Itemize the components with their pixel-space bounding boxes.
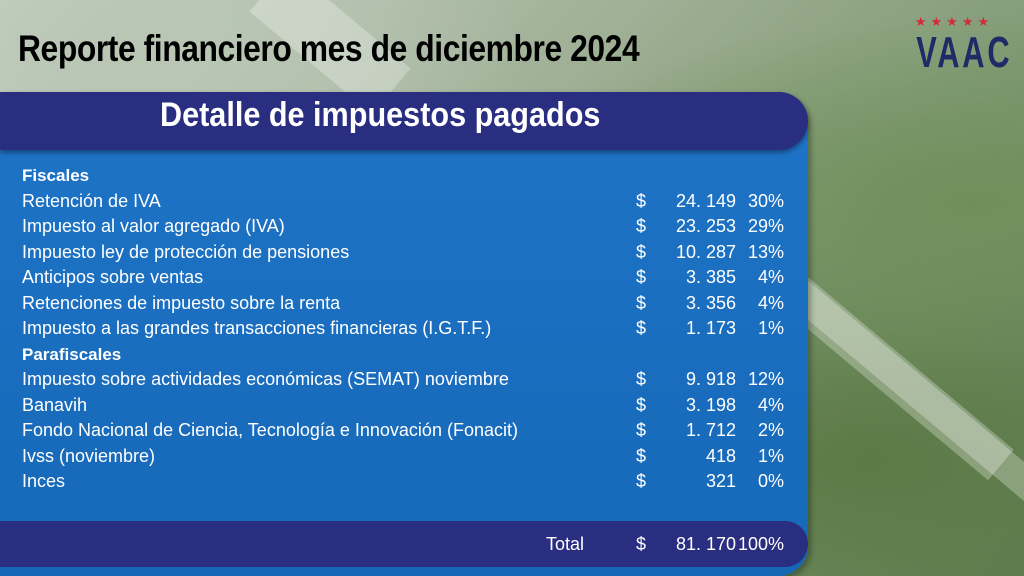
row-currency: $ [636, 267, 647, 287]
row-label: Fondo Nacional de Ciencia, Tecnología e … [22, 420, 518, 440]
table-row: Impuesto ley de protección de pensiones … [22, 240, 792, 266]
row-amount: 3. 385 [685, 267, 736, 287]
row-amount: 23. 253 [675, 216, 736, 236]
total-row: Total $ 81. 170 100% [22, 530, 792, 558]
row-label: Ivss (noviembre) [22, 445, 156, 466]
row-currency: $ [636, 216, 647, 236]
total-amount: 81. 170 [675, 534, 736, 554]
row-label: Impuesto ley de protección de pensiones [22, 241, 350, 262]
row-amount: 321 [705, 471, 736, 491]
row-amount: 24. 149 [675, 190, 736, 211]
row-currency: $ [636, 420, 647, 440]
table-row: Anticipos sobre ventas $ 3. 385 4% [22, 265, 792, 291]
row-currency: $ [636, 471, 647, 491]
total-label: Total [546, 534, 585, 554]
row-amount: 1. 173 [685, 318, 736, 338]
row-currency: $ [636, 241, 647, 262]
row-percent: 4% [757, 292, 784, 313]
row-amount: 9. 918 [685, 369, 736, 389]
total-currency: $ [636, 534, 647, 554]
row-currency: $ [636, 318, 647, 338]
row-label: Inces [22, 471, 66, 491]
row-percent: 13% [747, 241, 784, 262]
table-row: Impuesto sobre actividades económicas (S… [22, 367, 792, 393]
row-label: Impuesto al valor agregado (IVA) [22, 216, 285, 236]
subtitle-banner [0, 92, 808, 150]
logo-text: VAAC [916, 28, 1013, 77]
row-label: Retenciones de impuesto sobre la renta [22, 292, 341, 313]
row-percent: 0% [757, 471, 784, 491]
row-amount: 3. 198 [685, 394, 736, 415]
row-percent: 29% [747, 216, 784, 236]
row-currency: $ [636, 445, 647, 466]
row-amount: 418 [705, 445, 736, 466]
row-currency: $ [636, 190, 647, 211]
row-percent: 2% [757, 420, 784, 440]
total-banner [0, 521, 808, 567]
table-row: Impuesto al valor agregado (IVA) $ 23. 2… [22, 214, 792, 240]
row-amount: 1. 712 [685, 420, 736, 440]
row-currency: $ [636, 292, 647, 313]
row-currency: $ [636, 369, 647, 389]
row-amount: 3. 356 [685, 292, 736, 313]
row-percent: 1% [757, 318, 784, 338]
row-label: Impuesto sobre actividades económicas (S… [22, 369, 509, 389]
company-logo: ★★★★★ VAAC [900, 14, 1013, 77]
row-label: Impuesto a las grandes transacciones fin… [22, 318, 492, 338]
table-row: Fondo Nacional de Ciencia, Tecnología e … [22, 418, 792, 444]
table-row: Retenciones de impuesto sobre la renta $… [22, 291, 792, 317]
tax-table: Fiscales Retención de IVA $ 24. 149 30% … [22, 163, 792, 495]
row-amount: 10. 287 [675, 241, 736, 262]
row-percent: 1% [757, 445, 784, 466]
row-label: Anticipos sobre ventas [22, 267, 204, 287]
section-header-fiscales: Fiscales [22, 166, 90, 185]
taxes-panel [0, 92, 808, 576]
row-percent: 30% [747, 190, 784, 211]
logo-stars: ★★★★★ [914, 14, 994, 29]
table-row: Impuesto a las grandes transacciones fin… [22, 316, 792, 342]
row-percent: 12% [747, 369, 784, 389]
row-percent: 4% [757, 267, 784, 287]
total-percent: 100% [737, 534, 784, 554]
panel-subtitle: Detalle de impuestos pagados [160, 96, 601, 134]
report-title: Reporte financiero mes de diciembre 2024 [18, 28, 640, 69]
table-row: Retención de IVA $ 24. 149 30% [22, 189, 792, 215]
row-label: Retención de IVA [22, 190, 161, 211]
row-percent: 4% [757, 394, 784, 415]
table-row: Inces $ 321 0% [22, 469, 792, 495]
table-row: Banavih $ 3. 198 4% [22, 393, 792, 419]
row-label: Banavih [22, 394, 88, 415]
section-header-parafiscales: Parafiscales [22, 344, 122, 364]
table-row: Ivss (noviembre) $ 418 1% [22, 444, 792, 470]
row-currency: $ [636, 394, 647, 415]
